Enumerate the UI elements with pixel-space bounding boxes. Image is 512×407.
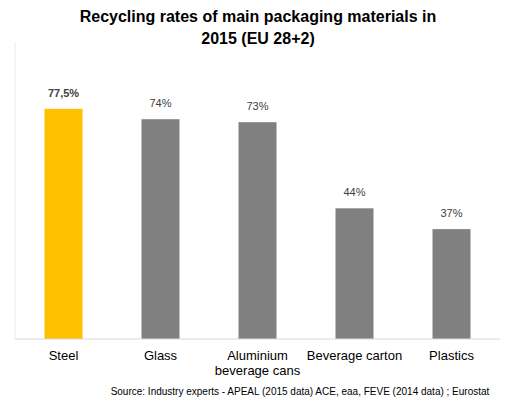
chart: Recycling rates of main packaging materi… — [0, 0, 512, 407]
y-axis-line — [15, 42, 16, 339]
data-label: 44% — [343, 186, 365, 198]
category-line: Beverage carton — [307, 348, 402, 363]
title-line: 2015 (EU 28+2) — [201, 30, 314, 47]
category-line: Plastics — [429, 348, 474, 363]
data-label: 73% — [246, 100, 268, 112]
source-note: Source: Industry experts - APEAL (2015 d… — [111, 386, 490, 397]
bar — [45, 109, 83, 339]
title-line: Recycling rates of main packaging materi… — [80, 8, 437, 25]
category-label: Steel — [49, 348, 79, 363]
data-label: 37% — [440, 207, 462, 219]
category-line: Aluminium — [227, 348, 288, 363]
data-label: 74% — [149, 97, 171, 109]
category-label: Aluminiumbeverage cans — [215, 348, 301, 378]
category-label: Glass — [144, 348, 178, 363]
category-label: Beverage carton — [307, 348, 402, 363]
bar — [433, 229, 471, 339]
bar — [142, 119, 180, 339]
category-label: Plastics — [429, 348, 474, 363]
bar — [336, 208, 374, 339]
category-line: Steel — [49, 348, 79, 363]
title: Recycling rates of main packaging materi… — [80, 8, 437, 47]
category-line: beverage cans — [215, 363, 301, 378]
bar — [239, 122, 277, 339]
bars — [45, 109, 471, 339]
baseline — [15, 339, 500, 340]
data-label: 77,5% — [48, 87, 79, 99]
category-line: Glass — [144, 348, 178, 363]
